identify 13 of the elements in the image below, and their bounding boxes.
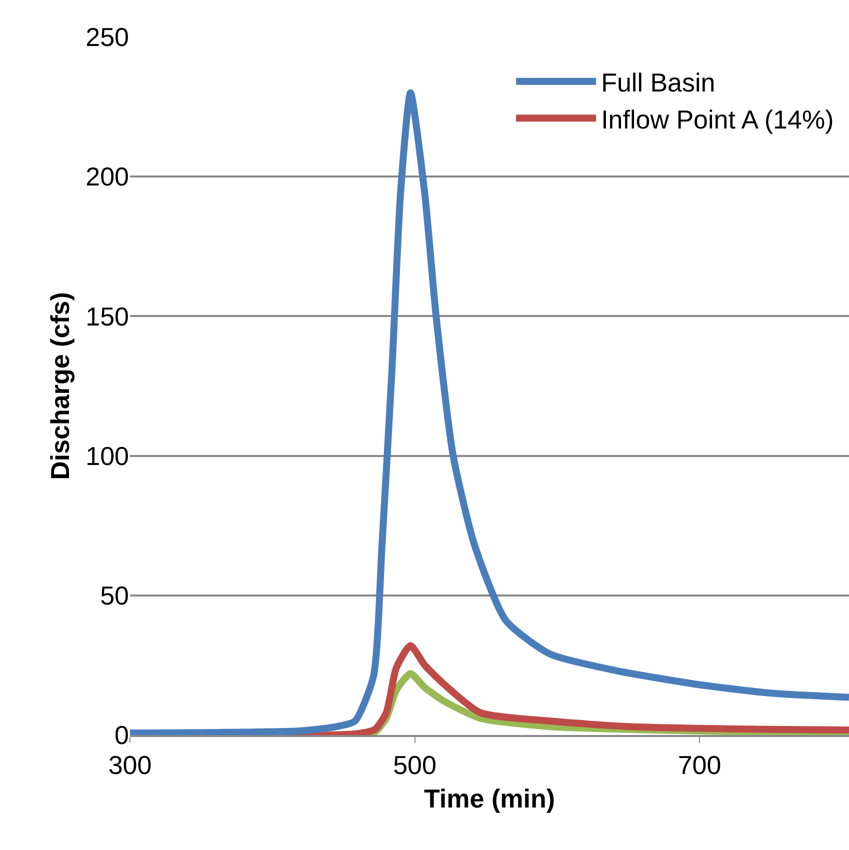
legend-label: Inflow Point A (14%): [601, 104, 834, 134]
y-tick-label: 250: [86, 22, 129, 52]
y-axis-title: Discharge (cfs): [45, 292, 76, 480]
x-tick-label: 300: [108, 750, 152, 780]
x-axis-title: Time (min): [424, 783, 555, 814]
legend-label: Full Basin: [601, 67, 716, 98]
x-tick-label: 700: [678, 750, 722, 780]
y-tick-label: 150: [86, 301, 129, 332]
y-tick-label: 50: [100, 580, 129, 610]
y-tick-label: 200: [86, 162, 129, 192]
y-tick-label: 100: [86, 440, 129, 471]
x-tick-label: 500: [393, 750, 436, 780]
y-tick-label: 0: [114, 720, 129, 750]
